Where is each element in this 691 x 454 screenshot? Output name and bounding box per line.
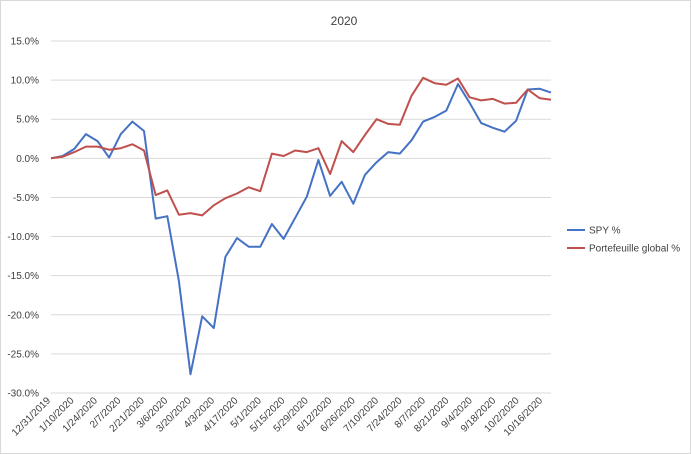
y-tick-label: 10.0% [11,76,39,87]
y-tick-label: 5.0% [16,115,39,126]
legend-label: SPY % [589,226,621,237]
y-tick-label: -5.0% [13,193,39,204]
y-tick-label: -10.0% [7,232,39,243]
y-axis-ticks: 15.0% 10.0% 5.0% 0.0% -5.0% -10.0% -15.0% -20.0… [7,37,39,400]
y-tick-label: 0.0% [16,154,39,165]
y-tick-label: -15.0% [7,271,39,282]
y-tick-label: -20.0% [7,310,39,321]
x-axis-ticks: 12/31/20191/10/20201/24/20202/7/20202/21… [10,395,545,438]
series-lines [50,76,552,376]
legend: SPY % Portefeuille global % [567,226,680,255]
legend-label: Portefeuille global % [589,244,680,255]
gridlines [51,40,551,394]
y-tick-label: -30.0% [7,389,39,400]
series-line-portefeuille-global [50,76,552,217]
series-line-spy [50,83,552,376]
y-tick-label: 15.0% [11,37,39,48]
y-tick-label: -25.0% [7,349,39,360]
chart-title: 2020 [331,14,358,28]
